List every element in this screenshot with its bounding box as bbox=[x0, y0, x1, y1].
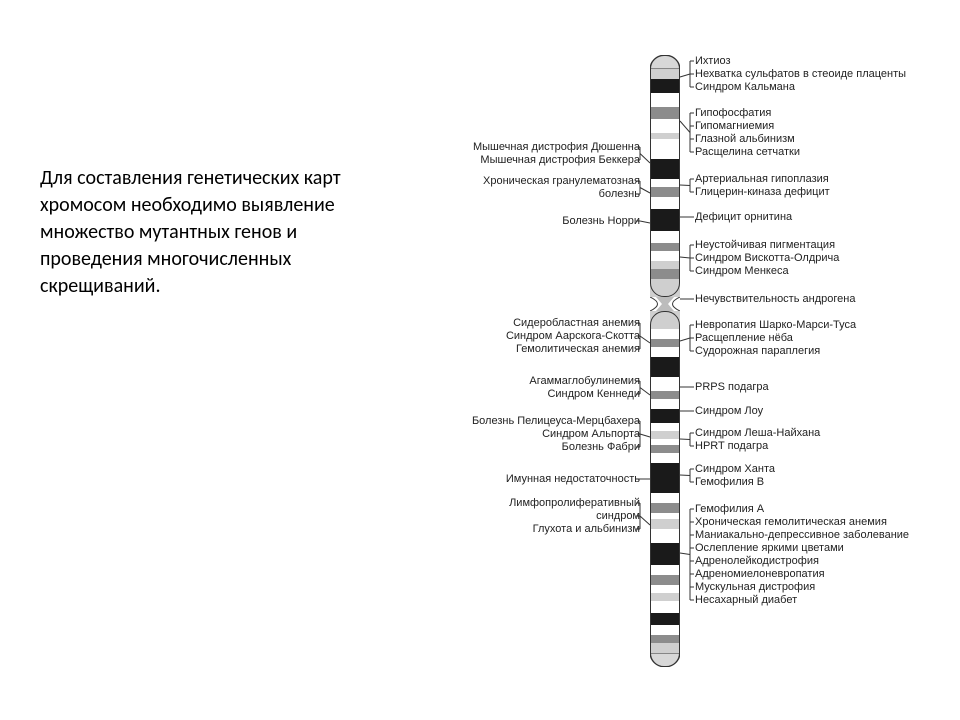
annotation-group: Сидеробластная анемияСиндром Аарскога-Ск… bbox=[506, 317, 640, 356]
annotation-label: Имунная недостаточность bbox=[506, 473, 640, 486]
annotation-group: Артериальная гипоплазияГлицерин-киназа д… bbox=[695, 173, 830, 199]
annotation-label: Хроническая гемолитическая анемия bbox=[695, 516, 909, 529]
annotation-group: ЛимфопролиферативныйсиндромГлухота и аль… bbox=[509, 497, 640, 536]
annotation-group: Болезнь Пелицеуса-МерцбахераСиндром Альп… bbox=[472, 415, 640, 454]
annotation-label: Сидеробластная анемия bbox=[506, 317, 640, 330]
annotation-label: Синдром Аарскога-Скотта bbox=[506, 330, 640, 343]
annotation-label: Глицерин-киназа дефицит bbox=[695, 186, 830, 199]
body-paragraph: Для составления генетических карт хромос… bbox=[40, 165, 400, 300]
annotation-group: Синдром ХантаГемофилия B bbox=[695, 463, 775, 489]
annotation-group: Невропатия Шарко-Марси-ТусаРасщепление н… bbox=[695, 319, 856, 358]
annotation-label: Маниакально-депрессивное заболевание bbox=[695, 529, 909, 542]
annotation-label: болезнь bbox=[483, 188, 640, 201]
annotation-label: Хроническая гранулематозная bbox=[483, 175, 640, 188]
annotation-label: Синдром Ханта bbox=[695, 463, 775, 476]
annotation-label: Гипофосфатия bbox=[695, 107, 800, 120]
annotation-label: Лимфопролиферативный bbox=[509, 497, 640, 510]
annotation-label: Невропатия Шарко-Марси-Туса bbox=[695, 319, 856, 332]
annotation-group: ГипофосфатияГипомагниемияГлазной альбини… bbox=[695, 107, 800, 159]
annotation-label: Синдром Вискотта-Олдрича bbox=[695, 252, 839, 265]
annotation-label: Артериальная гипоплазия bbox=[695, 173, 830, 186]
annotation-label: Гемофилия A bbox=[695, 503, 909, 516]
chromosome-diagram: Мышечная дистрофия ДюшеннаМышечная дистр… bbox=[395, 55, 940, 705]
annotation-label: HPRT подагра bbox=[695, 440, 820, 453]
annotation-label: Расщепление нёба bbox=[695, 332, 856, 345]
annotation-label: Адреномиелоневропатия bbox=[695, 568, 909, 581]
annotation-label: Мышечная дистрофия Беккера bbox=[473, 154, 640, 167]
annotation-label: Болезнь Фабри bbox=[472, 441, 640, 454]
annotation-label: Болезнь Пелицеуса-Мерцбахера bbox=[472, 415, 640, 428]
annotation-group: АгаммаглобулинемияСиндром Кеннеди bbox=[529, 375, 640, 401]
annotation-label: Глухота и альбинизм bbox=[509, 523, 640, 536]
annotation-label: Неустойчивая пигментация bbox=[695, 239, 839, 252]
annotation-label: Расщелина сетчатки bbox=[695, 146, 800, 159]
annotation-label: Мускульная дистрофия bbox=[695, 581, 909, 594]
annotation-label: Нехватка сульфатов в стеоиде плаценты bbox=[695, 68, 906, 81]
annotation-label: Адренолейкодистрофия bbox=[695, 555, 909, 568]
annotation-group: Имунная недостаточность bbox=[506, 473, 640, 486]
annotation-group: Дефицит орнитина bbox=[695, 211, 792, 224]
annotation-label: Мышечная дистрофия Дюшенна bbox=[473, 141, 640, 154]
chromosome-arm-outline bbox=[650, 311, 680, 667]
annotation-label: Ослепление яркими цветами bbox=[695, 542, 909, 555]
annotation-label: Синдром Леша-Найхана bbox=[695, 427, 820, 440]
annotation-label: Ихтиоз bbox=[695, 55, 906, 68]
page: Для составления генетических карт хромос… bbox=[0, 0, 960, 720]
chromosome-ideogram bbox=[650, 55, 680, 667]
annotation-label: Судорожная параплегия bbox=[695, 345, 856, 358]
annotation-group: Синдром Леша-НайханаHPRT подагра bbox=[695, 427, 820, 453]
annotation-group: Синдром Лоу bbox=[695, 405, 763, 418]
annotation-label: Синдром Кальмана bbox=[695, 81, 906, 94]
annotation-group: PRPS подагра bbox=[695, 381, 769, 394]
annotation-label: Несахарный диабет bbox=[695, 594, 909, 607]
annotation-label: Гемофилия B bbox=[695, 476, 775, 489]
annotation-group: Болезнь Норри bbox=[562, 215, 640, 228]
annotation-label: синдром bbox=[509, 510, 640, 523]
annotation-group: Хроническая гранулематознаяболезнь bbox=[483, 175, 640, 201]
chromosome-centromere bbox=[650, 297, 680, 311]
annotation-group: Неустойчивая пигментацияСиндром Вискотта… bbox=[695, 239, 839, 278]
annotation-label: Синдром Альпорта bbox=[472, 428, 640, 441]
annotation-label: Болезнь Норри bbox=[562, 215, 640, 228]
annotation-label: PRPS подагра bbox=[695, 381, 769, 394]
chromosome-arm-outline bbox=[650, 55, 680, 297]
annotation-label: Синдром Кеннеди bbox=[529, 388, 640, 401]
annotation-label: Синдром Лоу bbox=[695, 405, 763, 418]
annotation-group: Гемофилия AХроническая гемолитическая ан… bbox=[695, 503, 909, 607]
annotation-label: Гипомагниемия bbox=[695, 120, 800, 133]
annotation-group: ИхтиозНехватка сульфатов в стеоиде плаце… bbox=[695, 55, 906, 94]
annotation-label: Агаммаглобулинемия bbox=[529, 375, 640, 388]
annotation-label: Дефицит орнитина bbox=[695, 211, 792, 224]
annotation-group: Нечувствительность андрогена bbox=[695, 293, 855, 306]
annotation-label: Синдром Менкеса bbox=[695, 265, 839, 278]
annotation-label: Глазной альбинизм bbox=[695, 133, 800, 146]
annotation-label: Гемолитическая анемия bbox=[506, 343, 640, 356]
annotation-label: Нечувствительность андрогена bbox=[695, 293, 855, 306]
annotation-group: Мышечная дистрофия ДюшеннаМышечная дистр… bbox=[473, 141, 640, 167]
